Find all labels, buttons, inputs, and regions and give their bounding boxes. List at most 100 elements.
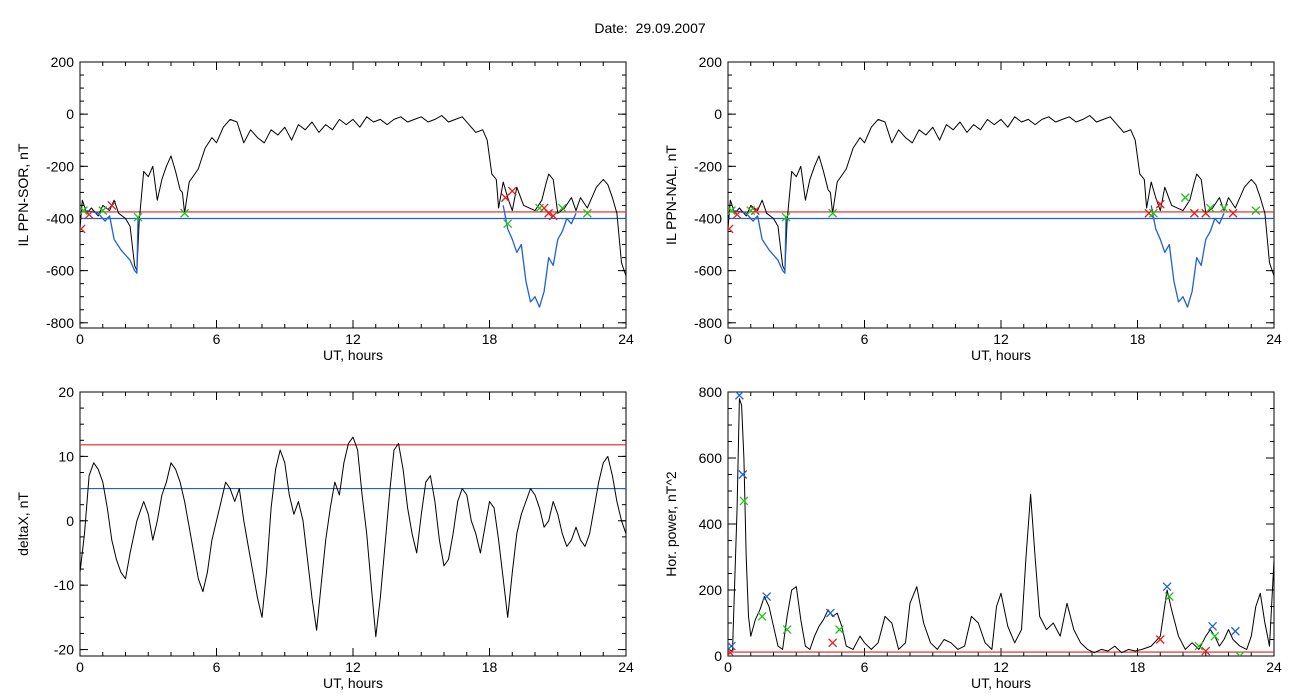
data-marker: [828, 638, 838, 648]
data-marker: [1230, 626, 1240, 636]
data-marker: [835, 625, 844, 635]
x-tick-label: 0: [76, 331, 84, 347]
y-tick-label: 0: [66, 106, 74, 122]
y-axis-label: Hor. power, nT^2: [663, 471, 679, 577]
y-tick-label: 20: [58, 384, 74, 400]
data-marker: [503, 219, 513, 229]
y-tick-label: 200: [51, 54, 75, 70]
plot-panel: 0 6 12 18 24 -20 -10 0 10 20 UT, hours deltaX, nT: [15, 384, 634, 691]
data-marker: [781, 212, 791, 222]
data-marker: [1210, 631, 1220, 641]
y-tick-label: 0: [66, 513, 74, 529]
plot-frame: [79, 391, 627, 657]
y-tick-label: -400: [694, 210, 722, 226]
data-marker: [732, 210, 742, 220]
data-marker: [1205, 203, 1215, 213]
data-marker: [828, 208, 838, 218]
x-tick-label: 12: [993, 331, 1009, 347]
data-marker: [734, 392, 744, 400]
data-marker: [107, 200, 117, 210]
data-marker: [80, 206, 88, 216]
data-marker: [728, 648, 735, 656]
data-marker: [500, 193, 510, 203]
x-axis-label: UT, hours: [323, 675, 383, 691]
y-tick-label: -400: [46, 210, 74, 226]
data-marker: [1189, 208, 1199, 218]
data-marker: [84, 210, 94, 220]
data-marker: [557, 203, 567, 213]
data-marker: [739, 496, 749, 506]
data-marker: [507, 186, 517, 196]
y-tick-label: 800: [699, 384, 723, 400]
y-tick-label: 400: [699, 516, 723, 532]
plot-panel: 0 6 12 18 24 -800 -600 -400 -200 0 200 UT, hours IL …: [15, 54, 634, 363]
data-marker: [1144, 208, 1154, 218]
y-axis-label: IL PPN-SOR, nT: [15, 143, 31, 246]
x-tick-label: 0: [76, 659, 84, 675]
series-line: [728, 115, 1274, 276]
x-tick-label: 18: [482, 659, 498, 675]
y-tick-label: -20: [54, 642, 74, 658]
data-marker: [1155, 635, 1165, 644]
y-tick-label: -600: [694, 263, 722, 279]
x-tick-label: 18: [1130, 331, 1146, 347]
x-axis-label: UT, hours: [971, 347, 1031, 363]
plot-panel: 0 6 12 18 24 -800 -600 -400 -200 0 200 UT, hours IL …: [663, 54, 1282, 363]
data-marker: [782, 625, 792, 635]
x-axis-label: UT, hours: [971, 675, 1031, 691]
data-marker: [728, 224, 734, 234]
plot-area: [80, 115, 626, 308]
y-tick-label: -800: [46, 315, 74, 331]
series-line: [86, 209, 139, 274]
data-marker: [738, 470, 748, 479]
data-marker: [1180, 193, 1190, 203]
data-marker: [1208, 621, 1218, 631]
data-marker: [746, 206, 756, 216]
series-line: [502, 205, 577, 308]
data-marker: [1162, 582, 1172, 592]
x-tick-label: 24: [618, 659, 634, 675]
series-line: [734, 209, 787, 274]
y-tick-label: 0: [714, 648, 722, 664]
data-marker: [825, 608, 835, 618]
series-line: [728, 398, 1274, 654]
x-tick-label: 24: [618, 331, 634, 347]
plot-frame: [727, 391, 1275, 657]
data-marker: [1194, 641, 1204, 651]
data-marker: [1235, 651, 1245, 656]
data-marker: [1148, 208, 1158, 218]
data-marker: [544, 208, 554, 218]
y-tick-label: 200: [699, 582, 723, 598]
data-marker: [1164, 592, 1174, 602]
data-marker: [98, 206, 108, 216]
x-tick-label: 12: [345, 659, 361, 675]
data-marker: [1251, 206, 1261, 216]
plot-area: [728, 115, 1274, 308]
data-marker: [728, 206, 736, 216]
y-tick-label: 10: [58, 448, 74, 464]
data-marker: [1201, 646, 1211, 656]
data-marker: [757, 611, 767, 621]
data-marker: [582, 208, 592, 218]
plot-area: [728, 392, 1274, 656]
data-marker: [133, 212, 143, 222]
y-tick-label: -600: [46, 263, 74, 279]
y-axis-label: deltaX, nT: [15, 492, 31, 556]
plot-panel: 0 6 12 18 24 0 200 400 600 800 UT, hours Hor. power…: [663, 384, 1282, 691]
x-tick-label: 0: [724, 659, 732, 675]
y-tick-label: -200: [46, 158, 74, 174]
y-tick-label: 600: [699, 450, 723, 466]
x-tick-label: 6: [213, 331, 221, 347]
x-tick-label: 24: [1266, 659, 1282, 675]
x-tick-label: 18: [482, 331, 498, 347]
data-marker: [1228, 208, 1238, 218]
series-line: [80, 115, 626, 276]
x-tick-label: 18: [1130, 659, 1146, 675]
data-marker: [535, 203, 545, 213]
data-marker: [548, 211, 558, 221]
data-marker: [180, 208, 190, 218]
y-tick-label: 200: [699, 54, 723, 70]
x-tick-label: 12: [993, 659, 1009, 675]
y-tick-label: -200: [694, 158, 722, 174]
